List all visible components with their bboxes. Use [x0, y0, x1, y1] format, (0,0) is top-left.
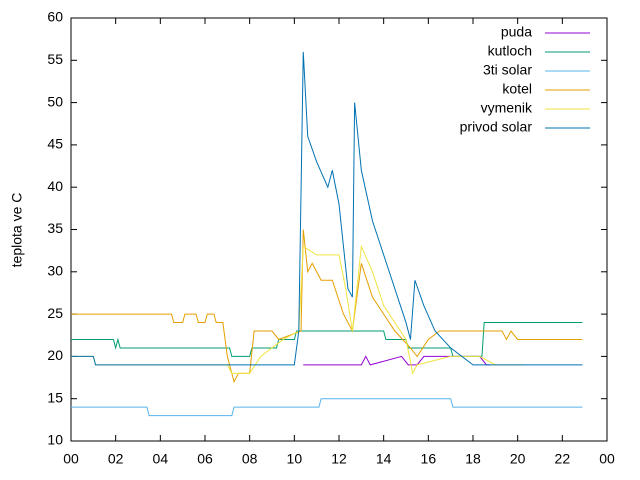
x-tick-label: 14 [376, 451, 392, 467]
series-line [71, 244, 525, 375]
y-tick-label: 25 [47, 305, 63, 321]
x-tick-label: 18 [465, 451, 481, 467]
x-tick-label: 02 [108, 451, 124, 467]
x-tick-label: 06 [197, 451, 213, 467]
series-line [303, 355, 491, 366]
x-tick-label: 20 [510, 451, 526, 467]
y-tick-label: 20 [47, 347, 63, 363]
x-tick-label: 00 [599, 451, 615, 467]
series-line [71, 322, 583, 357]
y-axis-label: teplota ve C [9, 193, 25, 268]
y-tick-label: 50 [47, 93, 63, 109]
y-tick-label: 40 [47, 178, 63, 194]
x-tick-label: 00 [63, 451, 79, 467]
x-tick-label: 04 [153, 451, 169, 467]
y-tick-label: 60 [47, 9, 63, 25]
y-tick-label: 15 [47, 389, 63, 405]
x-tick-label: 22 [555, 451, 571, 467]
legend-label: vymenik [481, 100, 533, 116]
y-tick-label: 30 [47, 263, 63, 279]
legend-label: puda [501, 24, 532, 40]
x-tick-label: 10 [287, 451, 303, 467]
series-line [71, 229, 583, 384]
y-tick-label: 35 [47, 220, 63, 236]
series-line [71, 51, 583, 366]
x-tick-label: 08 [242, 451, 258, 467]
x-tick-label: 12 [331, 451, 347, 467]
y-tick-label: 55 [47, 51, 63, 67]
series-line [71, 398, 583, 417]
legend-label: kutloch [488, 43, 532, 59]
y-tick-label: 10 [47, 432, 63, 448]
legend-label: kotel [502, 81, 532, 97]
legend-label: privod solar [460, 119, 533, 135]
x-tick-label: 16 [421, 451, 437, 467]
y-tick-label: 45 [47, 136, 63, 152]
legend-label: 3ti solar [483, 62, 532, 78]
